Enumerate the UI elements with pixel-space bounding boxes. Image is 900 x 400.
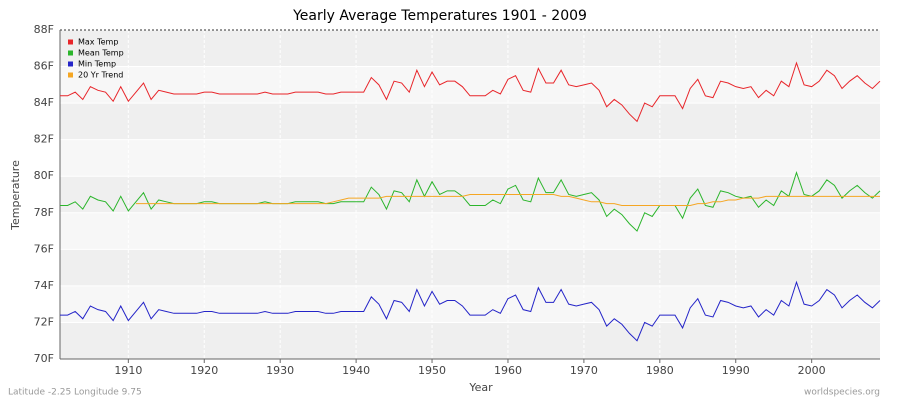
grid-band xyxy=(60,30,880,67)
series-line xyxy=(60,280,881,342)
x-tick-label: 1970 xyxy=(570,364,598,377)
grid-band xyxy=(60,249,880,286)
legend-label: 20 Yr Trend xyxy=(78,71,123,80)
x-tick-label: 1990 xyxy=(722,364,750,377)
series-line xyxy=(60,61,881,123)
y-tick-label: 88F xyxy=(34,23,54,36)
y-tick-label: 70F xyxy=(34,352,54,365)
footer-right: worldspecies.org xyxy=(804,388,880,398)
x-tick-label: 1930 xyxy=(266,364,294,377)
x-tick-label: 1940 xyxy=(342,364,370,377)
y-tick-label: 72F xyxy=(34,315,54,328)
x-tick-label: 1960 xyxy=(494,364,522,377)
footer-left: Latitude -2.25 Longitude 9.75 xyxy=(8,388,142,398)
y-tick-label: 76F xyxy=(34,242,54,255)
x-tick-label: 1950 xyxy=(418,364,446,377)
legend-label: Mean Temp xyxy=(78,49,124,58)
legend-swatch xyxy=(68,50,73,56)
x-tick-label: 1910 xyxy=(114,364,142,377)
y-axis-label: Temperature xyxy=(9,160,22,231)
x-axis-label: Year xyxy=(468,381,493,394)
legend-swatch xyxy=(68,39,73,45)
y-tick-label: 82F xyxy=(34,133,54,146)
legend-label: Min Temp xyxy=(78,60,116,69)
grid-band xyxy=(60,322,880,359)
y-tick-label: 78F xyxy=(34,206,54,219)
legend-swatch xyxy=(68,61,73,67)
y-tick-label: 84F xyxy=(34,96,54,109)
y-tick-label: 80F xyxy=(34,169,54,182)
legend-label: Max Temp xyxy=(78,38,118,47)
x-tick-label: 1920 xyxy=(190,364,218,377)
legend-swatch xyxy=(68,72,73,78)
series-line xyxy=(135,194,880,206)
y-tick-label: 86F xyxy=(34,60,54,73)
x-tick-label: 1980 xyxy=(646,364,674,377)
y-tick-label: 74F xyxy=(34,279,54,292)
grid-band xyxy=(60,103,880,140)
x-tick-label: 2000 xyxy=(798,364,826,377)
chart-title: Yearly Average Temperatures 1901 - 2009 xyxy=(292,8,587,24)
